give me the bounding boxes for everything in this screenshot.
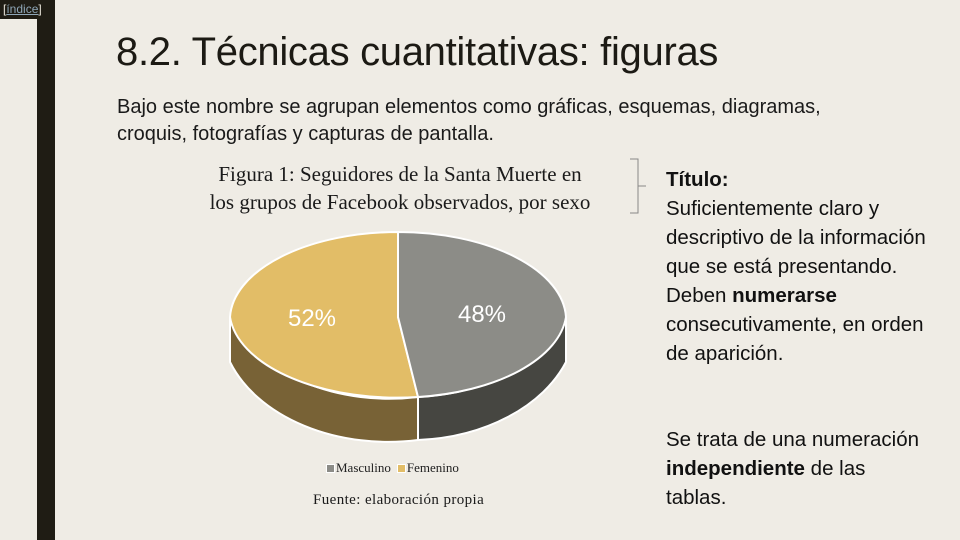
figure-caption: Figura 1: Seguidores de la Santa Muerte …	[170, 160, 630, 216]
bracket-connector	[630, 158, 646, 214]
guidance-text-a: Suficientemente claro y descriptivo de l…	[666, 197, 926, 307]
label-masculino: 48%	[458, 301, 506, 328]
index-nav: [índice]	[0, 0, 45, 19]
note-text-b: de las tablas.	[666, 457, 866, 509]
legend-swatch-masculino	[326, 463, 335, 473]
caption-line-2: los grupos de Facebook observados, por s…	[209, 190, 591, 214]
legend-label-masculino: Masculino	[336, 460, 391, 475]
note-bold: independiente	[666, 457, 805, 480]
left-accent-bar	[37, 0, 55, 540]
chart-legend: Masculino Femenino	[326, 460, 459, 476]
intro-paragraph: Bajo este nombre se agrupan elementos co…	[117, 96, 821, 145]
caption-line-1: Figura 1: Seguidores de la Santa Muerte …	[218, 162, 582, 186]
legend-label-femenino: Femenino	[406, 460, 459, 475]
label-femenino: 52%	[288, 305, 336, 332]
guidance-heading: Título:	[666, 168, 729, 191]
bracket-close: ]	[38, 2, 42, 16]
index-link[interactable]: índice	[6, 2, 39, 16]
note-text-a: Se trata de una numeración	[666, 428, 919, 451]
pie-chart: 52% 48%	[228, 230, 568, 443]
bracket-open: [	[3, 2, 7, 16]
slide-title: 8.2. Técnicas cuantitativas: figuras	[116, 30, 719, 74]
numbering-note: Se trata de una numeración independiente…	[666, 425, 926, 512]
title-guidance: Título: Suficientemente claro y descript…	[666, 165, 926, 368]
pie-slice-masculino	[397, 230, 568, 399]
guidance-bold: numerarse	[732, 284, 837, 307]
legend-item-masculino: Masculino	[326, 460, 391, 476]
figure-source: Fuente: elaboración propia	[313, 492, 485, 508]
legend-item-femenino: Femenino	[396, 460, 459, 476]
legend-swatch-femenino	[396, 463, 406, 473]
guidance-text-b: consecutivamente, en orden de aparición.	[666, 313, 924, 365]
pie-slice-femenino	[228, 230, 420, 399]
